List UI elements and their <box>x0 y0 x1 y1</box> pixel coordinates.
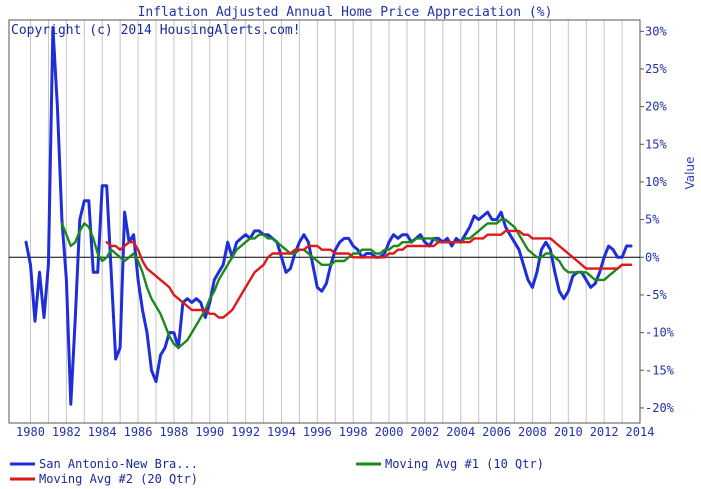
y-tick-label: -10% <box>645 326 675 340</box>
y-tick-label: 25% <box>645 62 667 76</box>
x-tick-label: 1994 <box>267 425 296 439</box>
legend-label: Moving Avg #1 (10 Qtr) <box>385 457 544 471</box>
x-tick-label: 2012 <box>590 425 619 439</box>
series-layer <box>24 26 633 406</box>
y-tick-label: 0% <box>645 250 660 264</box>
x-tick-label: 1982 <box>52 425 81 439</box>
y-tick-label: -5% <box>645 288 667 302</box>
series-line-2 <box>60 218 633 349</box>
y-axis: 30% 25% 20% 15% 10% 5% 0% -5% -10% -15% -20% <box>640 24 675 415</box>
x-tick-label: 1980 <box>16 425 45 439</box>
y-tick-label: 15% <box>645 137 667 151</box>
series-line-3 <box>105 229 633 319</box>
x-tick-label: 2006 <box>482 425 511 439</box>
legend-label: Moving Avg #2 (20 Qtr) <box>39 472 198 486</box>
x-tick-label: 1998 <box>339 425 368 439</box>
x-tick-label: 1990 <box>195 425 224 439</box>
x-tick-label: 1986 <box>124 425 153 439</box>
y-tick-label: 5% <box>645 213 660 227</box>
x-tick-label: 1996 <box>303 425 332 439</box>
chart-title: Inflation Adjusted Annual Home Price App… <box>138 5 553 20</box>
y-tick-label: 30% <box>645 24 667 38</box>
grid-lines <box>30 20 623 423</box>
y-tick-label: 20% <box>645 100 667 114</box>
x-tick-label: 1984 <box>88 425 117 439</box>
y-axis-label: Value <box>683 157 697 190</box>
plot-frame <box>8 19 641 424</box>
y-tick-label: 10% <box>645 175 667 189</box>
x-tick-label: 2008 <box>518 425 547 439</box>
y-tick-label: -15% <box>645 363 675 377</box>
x-tick-label: 1992 <box>231 425 260 439</box>
series-line-1 <box>24 26 633 406</box>
copyright-annotation: Copyright (c) 2014 HousingAlerts.com! <box>11 23 301 38</box>
legend: San Antonio-New Bra... Moving Avg #1 (10 … <box>10 457 544 486</box>
x-axis: 1980 1982 1984 1986 1988 1990 1992 1994 1996 1998… <box>16 425 654 439</box>
x-tick-label: 2010 <box>554 425 583 439</box>
x-tick-label: 2000 <box>375 425 404 439</box>
legend-label: San Antonio-New Bra... <box>39 457 198 471</box>
x-tick-label: 1988 <box>159 425 188 439</box>
x-tick-label: 2004 <box>446 425 475 439</box>
x-tick-label: 2014 <box>626 425 655 439</box>
y-tick-label: -20% <box>645 401 675 415</box>
x-tick-label: 2002 <box>410 425 439 439</box>
